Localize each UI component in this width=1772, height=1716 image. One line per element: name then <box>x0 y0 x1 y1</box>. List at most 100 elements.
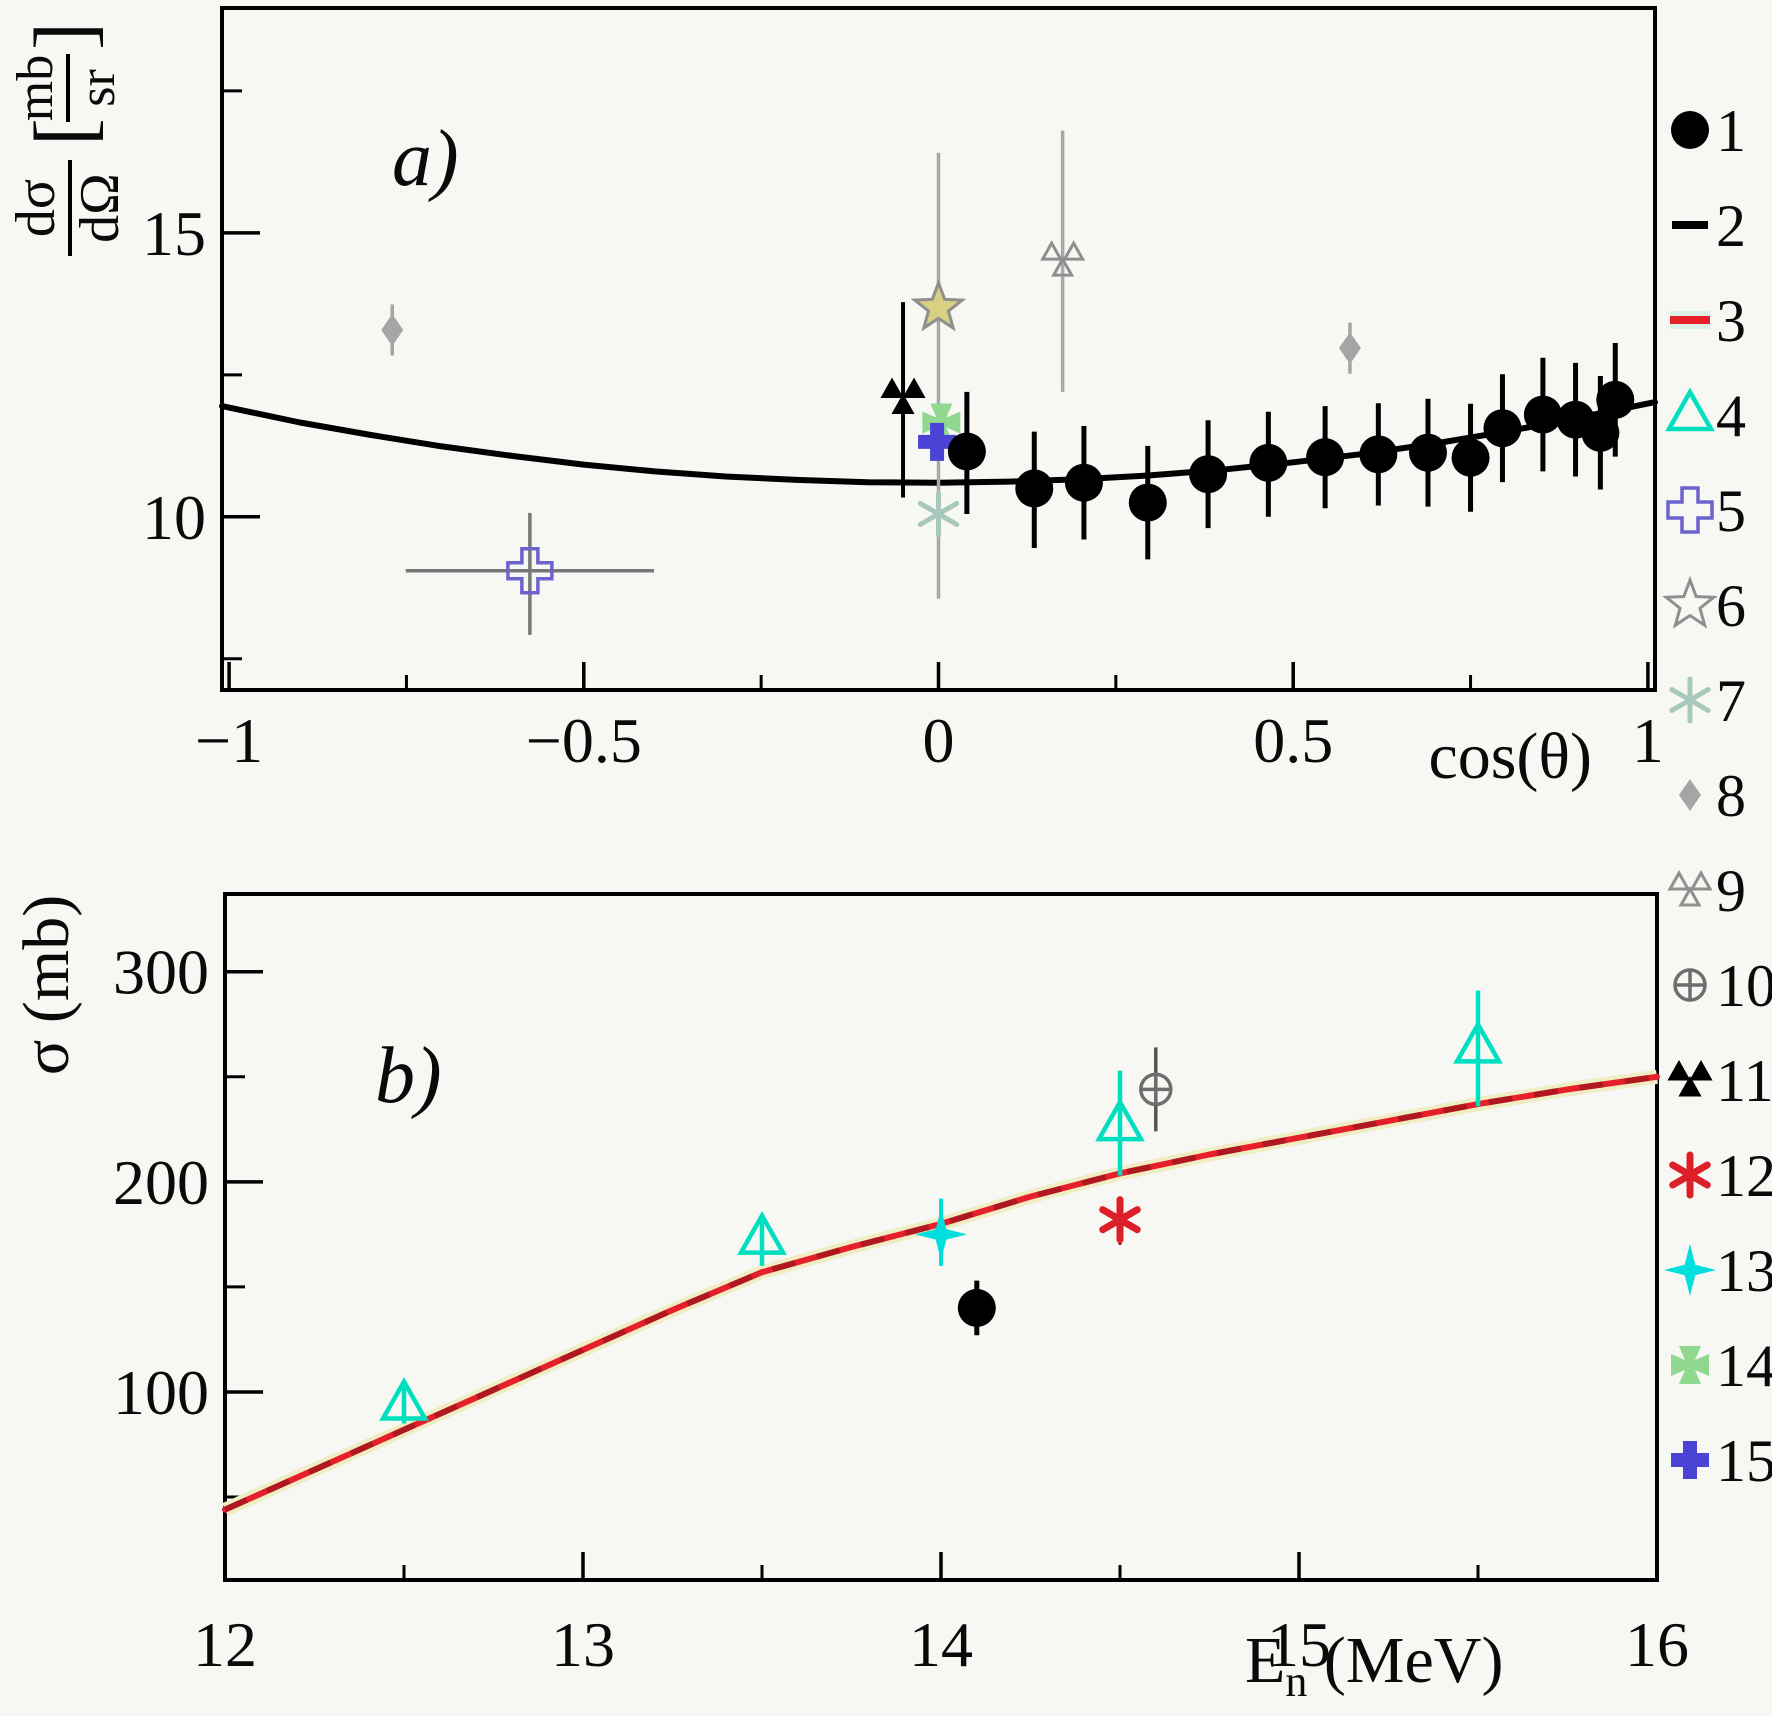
triangle-marker <box>379 1377 429 1421</box>
legend-item-15: 15 <box>1671 1428 1772 1494</box>
data-point <box>379 1377 429 1421</box>
data-point <box>915 1208 967 1261</box>
data-point <box>1451 438 1490 477</box>
y-axis-title-a: dσ dΩ [mb sr] <box>5 22 131 256</box>
data-point <box>918 422 957 461</box>
data-point <box>1099 1196 1141 1244</box>
diamond-marker <box>1338 332 1361 365</box>
legend-label: 13 <box>1716 1238 1772 1304</box>
data-point <box>1064 463 1103 502</box>
y-tick-label: 100 <box>113 1357 209 1428</box>
legend-item-8: 8 <box>1679 763 1746 829</box>
triangle-marker <box>1095 1097 1145 1142</box>
data-point <box>1015 469 1054 508</box>
legend-label: 1 <box>1716 98 1746 164</box>
series-a-gray-open-trefoil <box>1040 130 1086 392</box>
panel-a-label: a) <box>392 115 459 203</box>
circle-marker <box>1128 483 1167 522</box>
svg-text:[: [ <box>18 118 111 146</box>
data-point <box>1523 395 1562 434</box>
circle-marker <box>1359 435 1398 474</box>
series-a-violet-open-cross <box>405 512 655 635</box>
legend-label: 12 <box>1716 1143 1772 1209</box>
x-tick-label: −1 <box>195 705 263 776</box>
data-point <box>1359 435 1398 474</box>
x-tick-label: 16 <box>1625 1609 1689 1680</box>
data-point <box>737 1211 787 1255</box>
series-a-green-maltese <box>922 403 961 442</box>
y-tick-label: 200 <box>113 1147 209 1218</box>
data-point <box>1306 438 1345 477</box>
series-a-blue-plus <box>918 422 957 461</box>
plus-marker <box>1671 1441 1709 1479</box>
circle-marker <box>1015 469 1054 508</box>
triangle-marker <box>1453 1019 1503 1064</box>
legend-item-9: 9 <box>1667 858 1746 924</box>
x-axis-title-b: En (MeV) <box>1245 1624 1503 1706</box>
legend-label: 4 <box>1716 383 1746 449</box>
circle-marker <box>1451 438 1490 477</box>
open-cross-marker <box>1666 486 1714 534</box>
y-tick-label: 10 <box>142 482 206 553</box>
line-sample-marker <box>1672 221 1708 229</box>
y-axis-title-b: σ (mb) <box>10 895 83 1075</box>
y-tick-label: 300 <box>113 937 209 1008</box>
circle-marker <box>957 1288 996 1327</box>
maltese-cross-marker <box>922 403 961 442</box>
data-point <box>947 432 986 471</box>
four-point-star-marker <box>1664 1244 1716 1296</box>
legend-label: 9 <box>1716 858 1746 924</box>
legend-label: 6 <box>1716 573 1746 639</box>
data-point <box>1596 380 1635 419</box>
data-point <box>880 377 926 415</box>
data-point <box>922 403 961 442</box>
data-point <box>1128 483 1167 522</box>
maltese-cross-marker <box>1671 1346 1709 1384</box>
svg-text:sr: sr <box>69 69 126 107</box>
open-cross-marker <box>506 546 554 595</box>
circle-marker <box>947 432 986 471</box>
circle-marker <box>1581 413 1620 452</box>
series-b-gray-circle-plus <box>1139 1047 1173 1132</box>
x-tick-label: 0.5 <box>1253 705 1333 776</box>
legend-item-4: 4 <box>1665 383 1746 449</box>
circle-marker <box>1596 380 1635 419</box>
x-axis-title-a: cos(θ) <box>1428 720 1592 793</box>
star-marker <box>910 278 967 332</box>
data-point <box>910 278 967 332</box>
data-point <box>1189 455 1228 494</box>
data-point <box>381 313 404 346</box>
y-tick-label: 15 <box>142 198 206 269</box>
legend-label: 10 <box>1716 953 1772 1019</box>
legend-label: 2 <box>1716 193 1746 259</box>
circle-marker <box>1671 111 1709 149</box>
legend-item-10: 10 <box>1673 953 1772 1019</box>
series-a-gray-diamonds <box>381 304 1361 374</box>
triangle-marker <box>1665 387 1715 432</box>
series-a-black-trefoil <box>880 302 926 498</box>
circle-marker <box>1408 433 1447 472</box>
panel-b: 12 13 14 15 16 100 200 300 b) σ (mb) En (MeV) <box>10 892 1689 1706</box>
legend-item-2: 2 <box>1672 193 1746 259</box>
curve-halo <box>222 1069 1658 1516</box>
legend-label: 8 <box>1716 763 1746 829</box>
x-tick-label: 14 <box>909 1609 973 1680</box>
data-point <box>1040 240 1086 277</box>
legend-item-7: 7 <box>1669 668 1746 734</box>
series-b-red-theory-curve <box>222 1069 1660 1516</box>
legend-item-13: 13 <box>1664 1238 1772 1304</box>
data-point <box>1453 1019 1503 1064</box>
legend-label: 5 <box>1716 478 1746 544</box>
data-point <box>1581 413 1620 452</box>
data-point <box>1139 1072 1173 1107</box>
plus-marker <box>918 422 957 461</box>
circle-marker <box>1306 438 1345 477</box>
data-point <box>506 546 554 595</box>
series-b-red-asterisk <box>1099 1196 1141 1245</box>
x-tick-label: 12 <box>193 1609 257 1680</box>
data-point <box>917 490 960 538</box>
panel-a: −1 −0.5 0 0.5 1 10 15 a) cos(θ) dσ dΩ [mb sr] <box>5 6 1664 793</box>
data-point <box>1095 1097 1145 1142</box>
